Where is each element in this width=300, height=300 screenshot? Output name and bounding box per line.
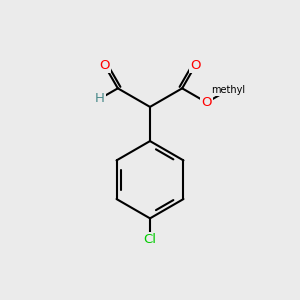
Text: methyl: methyl — [212, 85, 246, 95]
Text: O: O — [190, 59, 201, 72]
Text: Cl: Cl — [143, 233, 157, 246]
Text: O: O — [99, 59, 110, 72]
Text: O: O — [201, 96, 212, 109]
Text: H: H — [95, 92, 105, 105]
